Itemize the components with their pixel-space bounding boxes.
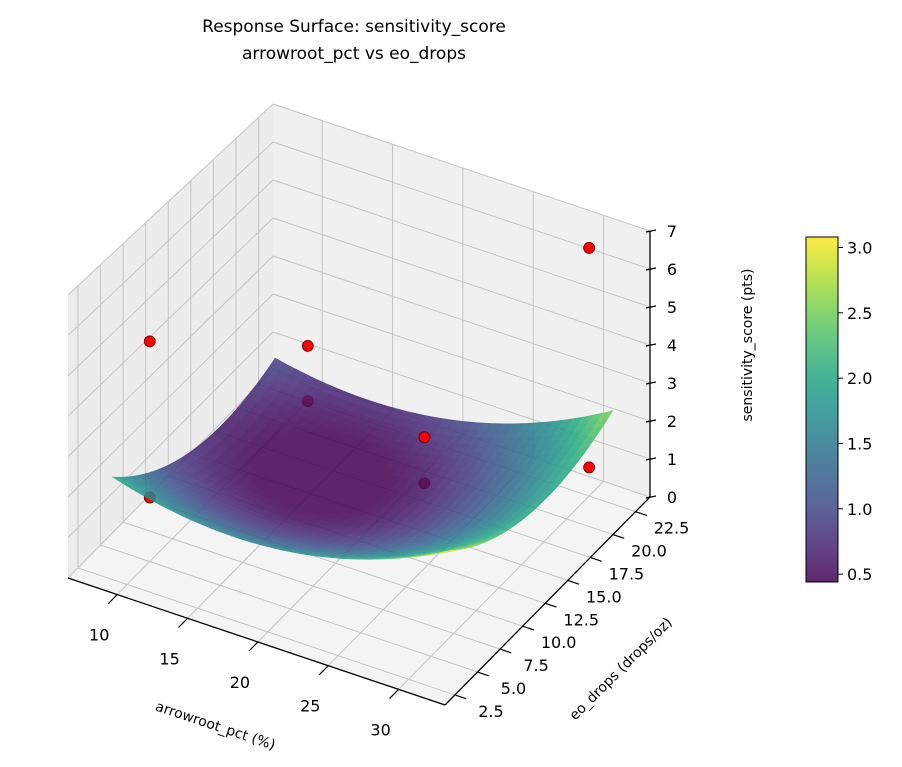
x-tick	[318, 665, 329, 676]
x-tick-label: 15	[159, 649, 179, 668]
y-tick	[545, 602, 557, 608]
y-tick	[635, 511, 647, 517]
y-tick-label: 22.5	[654, 519, 690, 538]
grid-line-z	[272, 293, 651, 422]
x-tick-label: 20	[230, 673, 250, 692]
z-tick	[645, 381, 657, 385]
z-tick	[645, 305, 657, 309]
data-point	[418, 431, 431, 444]
y-axis-label: eo_drops (drops/oz)	[567, 615, 676, 724]
z-axis-label: sensitivity_score (pts)	[740, 269, 756, 422]
y-tick	[454, 694, 467, 700]
y-tick	[477, 671, 489, 677]
y-tick-label: 5.0	[501, 679, 526, 698]
z-tick-label: 1	[667, 450, 677, 469]
grid-line-z	[67, 293, 274, 498]
y-tick-label: 10.0	[541, 633, 577, 652]
z-tick	[645, 343, 657, 347]
x-tick	[389, 688, 400, 699]
z-tick-label: 2	[667, 412, 677, 431]
colorbar-tick-label: 2.0	[847, 369, 872, 388]
x-tick	[107, 594, 118, 605]
colorbar-tick-label: 0.5	[847, 565, 872, 584]
y-tick	[567, 579, 580, 585]
y-tick-label: 20.0	[631, 542, 667, 561]
grid-line-z	[67, 103, 274, 296]
grid-line-z	[67, 331, 274, 538]
z-tick-label: 3	[667, 374, 677, 393]
data-point	[143, 335, 156, 348]
z-tick	[645, 457, 657, 461]
y-tick-label: 12.5	[563, 610, 599, 629]
z-tick-label: 0	[667, 488, 677, 507]
colorbar-tick-label: 1.5	[847, 434, 872, 453]
x-tick-label: 25	[300, 697, 320, 716]
data-point	[583, 461, 596, 474]
y-tick	[612, 533, 625, 539]
y-tick-label: 17.5	[609, 564, 645, 583]
grid-line-z	[272, 255, 651, 384]
z-tick	[645, 495, 657, 499]
y-tick-label: 2.5	[478, 702, 503, 721]
y-tick	[590, 556, 602, 562]
x-tick	[248, 641, 259, 652]
left-pane	[68, 104, 273, 578]
x-tick-label: 10	[89, 626, 109, 645]
z-tick-label: 5	[667, 298, 677, 317]
chart-subtitle: arrowroot_pct vs eo_drops	[242, 44, 466, 64]
back-pane	[273, 104, 650, 497]
z-tick-label: 4	[667, 336, 677, 355]
grid-line-z	[67, 255, 274, 458]
grid-line-z	[272, 179, 651, 308]
y-tick	[522, 625, 535, 631]
data-point	[301, 339, 314, 352]
grid-line-z	[67, 217, 274, 417]
surface	[111, 357, 614, 560]
grid-line-z	[272, 217, 651, 346]
colorbar-tick-label: 1.0	[847, 500, 872, 519]
data-point	[583, 241, 596, 254]
grid-line-y	[77, 567, 456, 696]
surface-patch	[440, 549, 456, 553]
y-tick	[499, 648, 512, 654]
grid-line-z	[272, 103, 651, 232]
z-tick-label: 6	[667, 260, 677, 279]
y-tick-label: 15.0	[586, 587, 622, 606]
x-tick	[178, 617, 188, 628]
grid-line-x	[398, 481, 604, 690]
points-front	[143, 241, 596, 444]
axes: 10152025302.55.07.510.012.515.017.520.02…	[67, 222, 690, 739]
z-tick-label: 7	[667, 222, 677, 241]
grid-line-z	[67, 179, 274, 377]
colorbar-tick-label: 2.5	[847, 304, 872, 323]
z-tick	[645, 419, 657, 423]
x-axis-label: arrowroot_pct (%)	[153, 699, 277, 754]
colorbar-tick-label: 3.0	[847, 238, 872, 257]
colorbar-gradient	[805, 236, 839, 583]
x-axis-line	[67, 577, 446, 706]
y-axis-line	[444, 496, 651, 706]
grid-line-y	[100, 544, 478, 673]
grid-line-z	[67, 141, 274, 336]
colorbar: 0.5 1.0 1.5 2.0 2.5 3.0	[805, 236, 872, 584]
x-tick-label: 30	[370, 720, 390, 739]
grid-line-y	[122, 521, 501, 650]
z-tick	[645, 229, 657, 233]
chart-title: Response Surface: sensitivity_score	[202, 17, 506, 37]
y-tick-label: 7.5	[523, 656, 548, 675]
z-tick	[645, 267, 657, 271]
